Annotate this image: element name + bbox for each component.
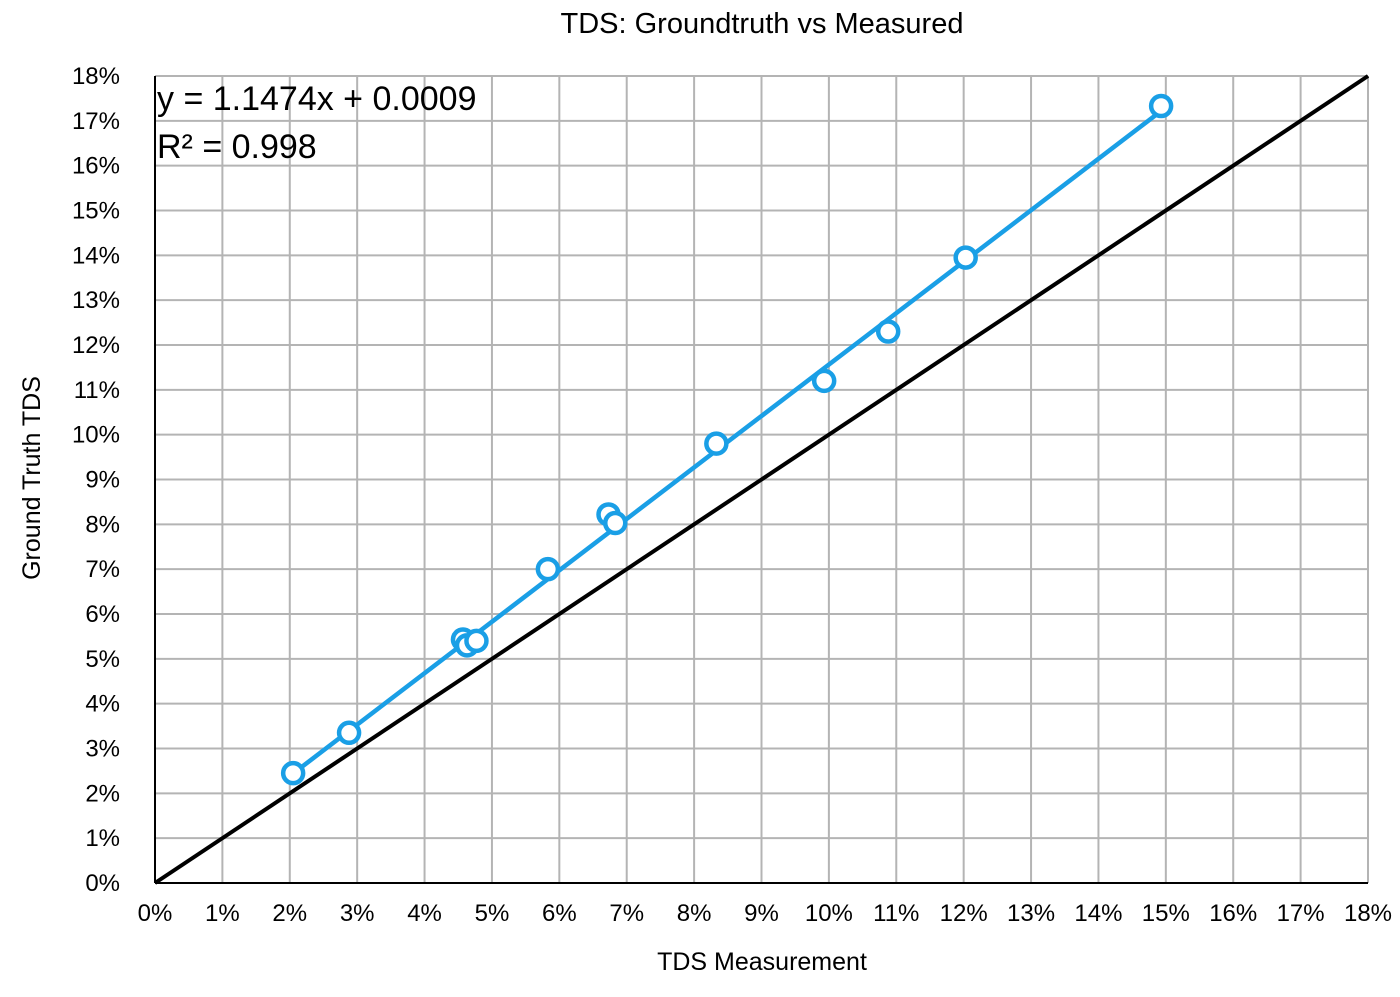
grid (154, 75, 1369, 884)
x-tick-label: 15% (1142, 900, 1190, 927)
y-tick-label: 17% (72, 108, 120, 135)
y-tick-label: 8% (85, 511, 120, 538)
trendline-equation: y = 1.1474x + 0.0009 (157, 80, 476, 118)
x-tick-label: 10% (805, 900, 853, 927)
x-tick-label: 11% (873, 900, 919, 927)
data-point (875, 319, 901, 344)
y-tick-label: 18% (72, 63, 120, 90)
data-point (535, 556, 561, 582)
x-tick-label: 17% (1277, 900, 1325, 927)
y-tick-label: 16% (72, 153, 120, 180)
tick-labels: 0% 1% 2% 3% 4% 5% 6% 7% 8% 9% 10% 11% 12% 13% 14% 15% 16… (72, 63, 1392, 927)
y-tick-label: 13% (72, 287, 120, 314)
y-tick-label: 10% (72, 422, 120, 449)
x-tick-label: 4% (407, 900, 442, 927)
y-tick-label: 11% (74, 377, 120, 404)
x-tick-label: 2% (272, 900, 307, 927)
data-point (1148, 93, 1174, 119)
x-tick-label: 3% (340, 900, 375, 927)
axes (154, 76, 1368, 884)
data-points (280, 93, 1174, 786)
x-tick-label: 18% (1344, 900, 1392, 927)
y-tick-label: 5% (85, 646, 120, 673)
y-tick-label: 14% (72, 242, 120, 269)
x-tick-label: 5% (475, 900, 510, 927)
y-tick-label: 6% (85, 601, 120, 628)
y-tick-label: 12% (72, 332, 120, 359)
y-tick-label: 3% (85, 736, 120, 763)
data-point (953, 245, 978, 270)
data-point (603, 510, 628, 536)
y-tick-label: 0% (85, 870, 120, 897)
x-tick-label: 1% (205, 900, 240, 927)
x-tick-label: 16% (1209, 900, 1257, 927)
r-squared-label: R² = 0.998 (157, 128, 317, 166)
identity-line (153, 74, 1370, 885)
y-tick-label: 7% (85, 556, 120, 583)
x-tick-label: 14% (1074, 900, 1122, 927)
x-axis-label: TDS Measurement (657, 948, 867, 976)
y-tick-label: 1% (85, 825, 120, 852)
data-point (464, 628, 489, 654)
x-tick-label: 7% (609, 900, 644, 927)
y-tick-label: 2% (85, 780, 120, 807)
data-point (336, 720, 362, 746)
chart-title: TDS: Groundtruth vs Measured (561, 8, 964, 40)
x-tick-label: 9% (744, 900, 779, 927)
x-tick-label: 13% (1007, 900, 1055, 927)
x-tick-label: 6% (542, 900, 577, 927)
y-tick-label: 4% (85, 691, 120, 718)
x-tick-label: 0% (138, 900, 173, 927)
data-point (280, 760, 306, 786)
y-tick-label: 15% (72, 198, 120, 225)
data-point (811, 368, 837, 394)
y-tick-label: 9% (85, 467, 120, 494)
x-tick-label: 12% (940, 900, 988, 927)
x-tick-label: 8% (677, 900, 712, 927)
y-axis-label: Ground Truth TDS (18, 376, 46, 580)
data-point (704, 431, 729, 456)
